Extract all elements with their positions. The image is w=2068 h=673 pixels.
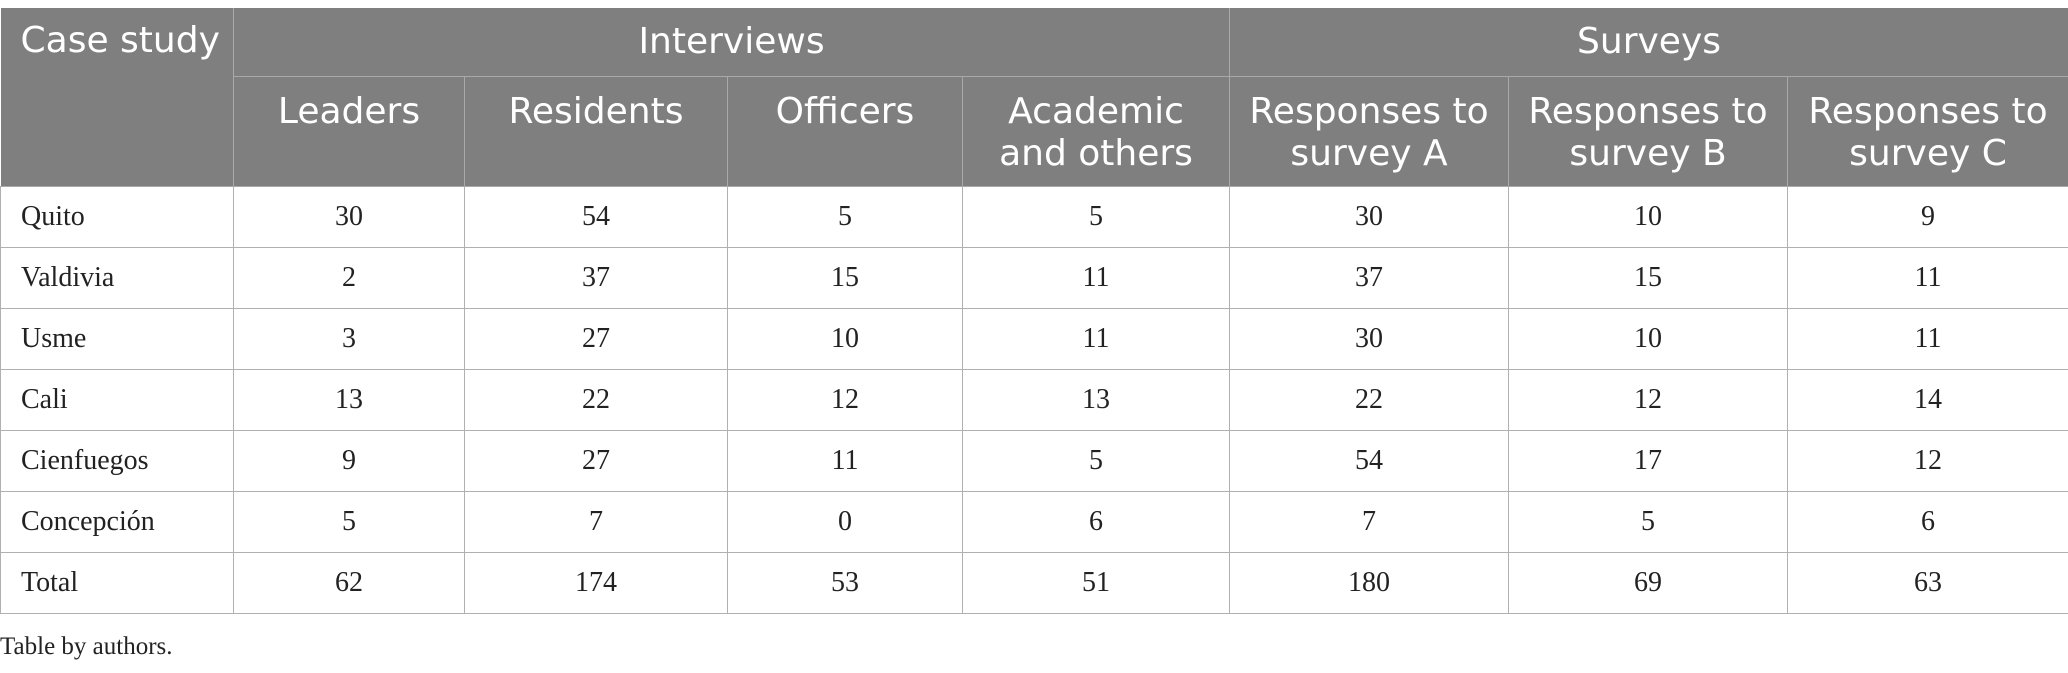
cell-officers: 10 bbox=[727, 308, 963, 370]
table-row: Cienfuegos 9 27 11 5 54 17 12 bbox=[0, 430, 2068, 492]
cell-residents: 7 bbox=[464, 491, 728, 553]
cell-officers: 5 bbox=[727, 186, 963, 248]
cell-residents: 37 bbox=[464, 247, 728, 309]
cell-survey-c: 12 bbox=[1787, 430, 2068, 492]
table-footnote: Table by authors. bbox=[0, 633, 173, 660]
header-academic: Academic and others bbox=[962, 76, 1231, 187]
cell-leaders: 2 bbox=[233, 247, 465, 309]
table-row: Quito 30 54 5 5 30 10 9 bbox=[0, 186, 2068, 248]
cell-survey-c: 63 bbox=[1787, 552, 2068, 614]
cell-case: Cali bbox=[0, 369, 234, 431]
table-row: Cali 13 22 12 13 22 12 14 bbox=[0, 369, 2068, 431]
cell-survey-b: 69 bbox=[1508, 552, 1789, 614]
table-row: Concepción 5 7 0 6 7 5 6 bbox=[0, 491, 2068, 553]
cell-officers: 12 bbox=[727, 369, 963, 431]
cell-survey-c: 6 bbox=[1787, 491, 2068, 553]
cell-leaders: 9 bbox=[233, 430, 465, 492]
header-survey-c: Responses to survey C bbox=[1787, 76, 2068, 187]
table-header: Case study Interviews Surveys Leaders Re… bbox=[0, 8, 2068, 187]
header-residents: Residents bbox=[464, 76, 728, 187]
cell-residents: 27 bbox=[464, 430, 728, 492]
cell-survey-a: 54 bbox=[1229, 430, 1510, 492]
table-row-total: Total 62 174 53 51 180 69 63 bbox=[0, 552, 2068, 614]
table-body: Quito 30 54 5 5 30 10 9 Valdivia 2 37 15… bbox=[0, 186, 2068, 614]
cell-academic: 5 bbox=[961, 186, 1231, 248]
header-academic-line2: and others bbox=[999, 133, 1193, 174]
cell-leaders: 30 bbox=[233, 186, 465, 248]
cell-survey-a: 22 bbox=[1229, 369, 1510, 431]
cell-academic: 6 bbox=[961, 491, 1231, 553]
cell-residents: 22 bbox=[464, 369, 728, 431]
data-table: Case study Interviews Surveys Leaders Re… bbox=[0, 8, 2068, 614]
cell-academic: 11 bbox=[961, 247, 1231, 309]
cell-officers: 15 bbox=[727, 247, 963, 309]
header-group-interviews: Interviews bbox=[233, 8, 1231, 77]
cell-survey-c: 14 bbox=[1787, 369, 2068, 431]
cell-survey-a: 7 bbox=[1229, 491, 1510, 553]
header-survey-c-line1: Responses to bbox=[1808, 91, 2048, 132]
cell-case: Quito bbox=[0, 186, 234, 248]
cell-leaders: 5 bbox=[233, 491, 465, 553]
cell-case: Valdivia bbox=[0, 247, 234, 309]
cell-survey-b: 17 bbox=[1508, 430, 1789, 492]
cell-case: Usme bbox=[0, 308, 234, 370]
cell-survey-a: 30 bbox=[1229, 308, 1510, 370]
header-officers: Officers bbox=[727, 76, 963, 187]
data-table-container: Case study Interviews Surveys Leaders Re… bbox=[0, 8, 2068, 614]
cell-survey-a: 180 bbox=[1229, 552, 1510, 614]
table-row: Usme 3 27 10 11 30 10 11 bbox=[0, 308, 2068, 370]
header-survey-b-line1: Responses to bbox=[1528, 91, 1768, 132]
cell-survey-b: 5 bbox=[1508, 491, 1789, 553]
cell-leaders: 13 bbox=[233, 369, 465, 431]
cell-case: Cienfuegos bbox=[0, 430, 234, 492]
header-survey-a-line2: survey A bbox=[1290, 133, 1448, 174]
cell-academic: 11 bbox=[961, 308, 1231, 370]
header-academic-line1: Academic bbox=[1008, 91, 1184, 132]
cell-survey-c: 9 bbox=[1787, 186, 2068, 248]
cell-survey-b: 15 bbox=[1508, 247, 1789, 309]
cell-survey-b: 12 bbox=[1508, 369, 1789, 431]
header-survey-c-line2: survey C bbox=[1849, 133, 2007, 174]
header-row-groups: Case study Interviews Surveys bbox=[0, 8, 2068, 187]
cell-survey-a: 37 bbox=[1229, 247, 1510, 309]
cell-leaders: 3 bbox=[233, 308, 465, 370]
cell-survey-a: 30 bbox=[1229, 186, 1510, 248]
cell-case: Concepción bbox=[0, 491, 234, 553]
cell-academic: 5 bbox=[961, 430, 1231, 492]
cell-residents: 174 bbox=[464, 552, 728, 614]
cell-survey-c: 11 bbox=[1787, 247, 2068, 309]
cell-residents: 27 bbox=[464, 308, 728, 370]
cell-survey-b: 10 bbox=[1508, 308, 1789, 370]
header-survey-a-line1: Responses to bbox=[1249, 91, 1489, 132]
header-group-surveys: Surveys bbox=[1229, 8, 2068, 77]
cell-academic: 13 bbox=[961, 369, 1231, 431]
cell-case: Total bbox=[0, 552, 234, 614]
header-survey-b-line2: survey B bbox=[1569, 133, 1727, 174]
header-leaders: Leaders bbox=[233, 76, 465, 187]
table-row: Valdivia 2 37 15 11 37 15 11 bbox=[0, 247, 2068, 309]
cell-academic: 51 bbox=[961, 552, 1231, 614]
cell-residents: 54 bbox=[464, 186, 728, 248]
header-case-study: Case study bbox=[0, 8, 234, 187]
header-row-columns: Leaders Residents Officers Academic and … bbox=[1, 76, 2068, 187]
header-survey-a: Responses to survey A bbox=[1229, 76, 1510, 187]
cell-officers: 53 bbox=[727, 552, 963, 614]
cell-officers: 0 bbox=[727, 491, 963, 553]
cell-leaders: 62 bbox=[233, 552, 465, 614]
cell-officers: 11 bbox=[727, 430, 963, 492]
cell-survey-c: 11 bbox=[1787, 308, 2068, 370]
header-survey-b: Responses to survey B bbox=[1508, 76, 1789, 187]
cell-survey-b: 10 bbox=[1508, 186, 1789, 248]
